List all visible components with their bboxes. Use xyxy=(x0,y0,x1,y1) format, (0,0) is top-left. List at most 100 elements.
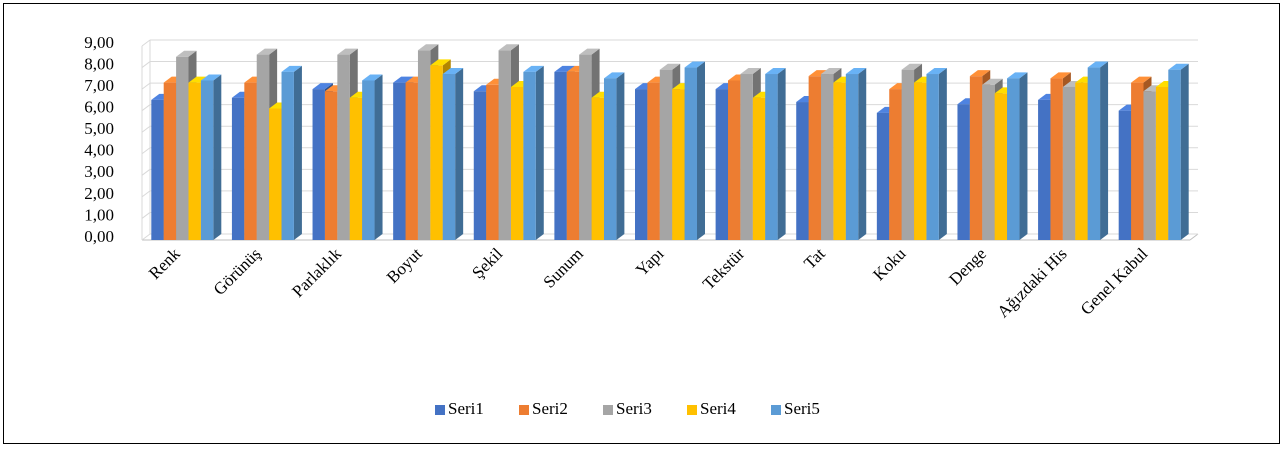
bar xyxy=(442,74,456,241)
y-tick-label: 3,00 xyxy=(84,162,114,181)
bar xyxy=(554,71,567,240)
bar xyxy=(647,82,660,241)
bar-top xyxy=(498,44,519,51)
bar xyxy=(635,89,648,240)
bar-top xyxy=(523,65,544,72)
bar-top xyxy=(969,70,991,77)
bar xyxy=(498,50,511,240)
bar-top xyxy=(926,68,947,75)
y-tick-label: 7,00 xyxy=(84,76,114,95)
bar xyxy=(994,93,1008,240)
bar xyxy=(176,56,189,241)
bar-top xyxy=(1050,72,1071,79)
bar-top xyxy=(312,83,333,90)
bar xyxy=(889,89,902,240)
bar-side xyxy=(697,61,705,240)
bar-side xyxy=(1100,61,1109,240)
legend-swatch xyxy=(435,405,445,415)
legend-swatch xyxy=(519,405,529,415)
bar xyxy=(684,67,697,240)
y-tick-label: 1,00 xyxy=(84,205,114,224)
bar xyxy=(1038,99,1051,240)
bar xyxy=(362,80,375,240)
bar xyxy=(256,54,270,240)
bar xyxy=(752,97,766,240)
bar-top xyxy=(176,50,197,57)
bar xyxy=(163,82,177,241)
grid-line-side xyxy=(141,168,151,176)
legend-label: Seri1 xyxy=(448,399,484,418)
bar xyxy=(473,91,487,241)
bar xyxy=(876,112,890,240)
bar-side xyxy=(616,72,625,240)
bar xyxy=(1131,82,1144,241)
bar xyxy=(1118,110,1132,241)
bar xyxy=(808,76,822,240)
bar-top xyxy=(659,63,681,70)
bar xyxy=(200,80,214,240)
bar xyxy=(1007,78,1020,240)
bar xyxy=(1143,91,1156,241)
grid-line-side xyxy=(141,147,151,155)
bar xyxy=(1087,67,1101,240)
bar-side xyxy=(213,74,222,240)
y-tick-label: 4,00 xyxy=(84,141,114,160)
legend-label: Seri2 xyxy=(532,399,568,418)
bar xyxy=(312,89,325,240)
bar xyxy=(405,82,418,241)
y-tick-label: 8,00 xyxy=(84,54,114,73)
bar-side xyxy=(1180,63,1189,240)
bar-top xyxy=(442,68,464,75)
grid-line-side xyxy=(141,212,151,219)
legend-swatch xyxy=(603,405,613,415)
bar-top xyxy=(417,44,439,51)
bar-side xyxy=(938,68,947,241)
legend-label: Seri4 xyxy=(700,399,736,418)
bar-side xyxy=(777,68,786,241)
bar-top xyxy=(256,48,278,55)
bar xyxy=(337,54,350,240)
bar-top xyxy=(1168,63,1189,70)
grid-line-side xyxy=(141,61,151,68)
y-tick-label: 6,00 xyxy=(84,98,114,117)
bar xyxy=(796,102,809,241)
bar-top xyxy=(393,76,414,83)
bar xyxy=(510,86,524,240)
bar xyxy=(231,97,245,240)
bar-side xyxy=(293,65,302,240)
bar xyxy=(1062,86,1076,240)
bar-top xyxy=(740,68,761,75)
bar xyxy=(566,71,580,240)
bar-top xyxy=(765,68,786,75)
bar-top xyxy=(337,48,358,55)
bar xyxy=(151,99,164,240)
bar-top xyxy=(554,65,575,72)
bar-top xyxy=(362,74,383,81)
bar xyxy=(269,108,282,240)
legend-label: Seri5 xyxy=(784,399,820,418)
bar-top xyxy=(1131,76,1152,83)
bar xyxy=(740,74,753,241)
bar xyxy=(324,91,338,241)
bar-top xyxy=(821,68,842,75)
bar xyxy=(281,71,294,240)
bar xyxy=(244,82,257,241)
bar-side xyxy=(858,68,867,241)
bar xyxy=(957,104,970,240)
bar-top xyxy=(579,48,600,55)
bar xyxy=(591,97,604,240)
grid-line-side xyxy=(141,233,151,241)
bar-side xyxy=(374,74,383,240)
bar xyxy=(969,76,983,240)
bar xyxy=(1155,86,1169,240)
bar xyxy=(659,69,673,240)
y-tick-label: 0,00 xyxy=(84,227,114,246)
bar xyxy=(926,74,939,241)
bar xyxy=(914,82,927,241)
bar xyxy=(349,97,363,240)
bar xyxy=(603,78,617,240)
bar xyxy=(833,82,846,241)
bar-side xyxy=(455,68,464,241)
bar xyxy=(1050,78,1063,240)
bar-top xyxy=(982,78,1003,85)
